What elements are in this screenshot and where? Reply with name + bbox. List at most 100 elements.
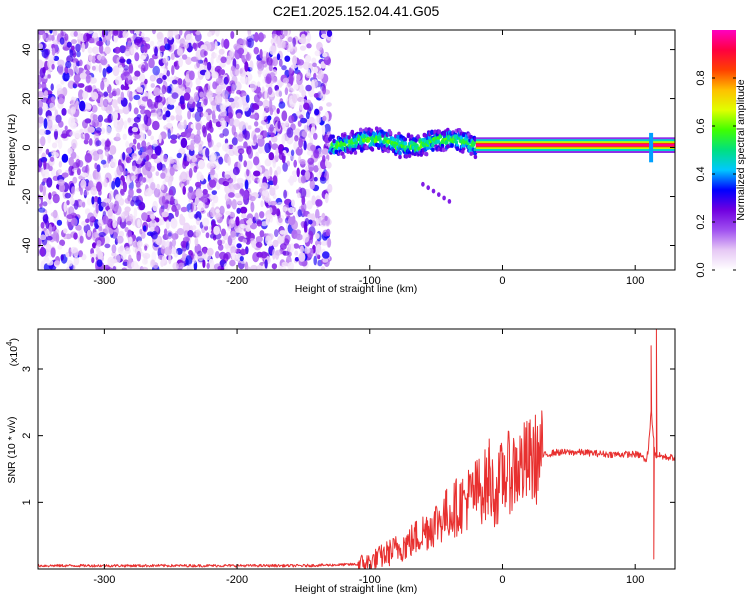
heatmap-cell	[196, 107, 204, 113]
heatmap-cell	[88, 138, 93, 146]
heatmap-cell	[82, 119, 88, 129]
heatmap-cell	[166, 122, 173, 129]
heatmap-cell	[179, 30, 183, 36]
heatmap-cell	[66, 41, 72, 48]
heatmap-cell	[137, 98, 142, 106]
heatmap-cell	[49, 156, 55, 162]
heatmap-cell	[320, 240, 328, 246]
heatmap-cell	[265, 235, 272, 245]
heatmap-cell	[133, 207, 138, 219]
heatmap-cell	[286, 127, 294, 138]
heatmap-cell	[276, 166, 282, 175]
snr-x-tick-label: 100	[626, 574, 644, 586]
snr-y-unit-base: (x10	[8, 346, 20, 367]
heatmap-cell	[216, 56, 221, 64]
heatmap-cell	[72, 176, 78, 184]
heatmap-cell	[171, 30, 179, 36]
heatmap-cell	[275, 89, 283, 97]
heatmap-cell	[431, 147, 435, 152]
heatmap-cell	[70, 122, 77, 130]
heatmap-cell	[339, 141, 344, 146]
heatmap-cell	[111, 244, 117, 254]
heatmap-cell	[269, 214, 274, 223]
heatmap-cell	[316, 41, 323, 51]
heatmap-cell	[311, 79, 315, 90]
heatmap-cell	[179, 215, 186, 226]
heatmap-cell	[299, 245, 305, 253]
heatmap-cell	[93, 195, 98, 203]
heatmap-cell	[207, 31, 212, 37]
heatmap-cell	[421, 181, 425, 187]
heatmap-cell	[180, 137, 188, 149]
heatmap-cell	[229, 259, 236, 267]
heatmap-cell	[259, 230, 265, 238]
heatmap-cell	[324, 215, 328, 221]
heatmap-cell	[122, 85, 130, 91]
heatmap-cell	[229, 212, 235, 218]
heatmap-cell	[240, 248, 247, 256]
heatmap-cell	[210, 151, 217, 162]
heatmap-cell	[283, 189, 287, 199]
heatmap-cell	[117, 216, 122, 225]
heatmap-cell	[115, 132, 121, 141]
heatmap-cell	[42, 169, 49, 175]
heatmap-cell	[288, 67, 292, 77]
heatmap-cell	[237, 47, 245, 55]
heatmap-cell	[392, 137, 397, 143]
heatmap-cell	[198, 255, 204, 262]
heatmap-cell	[353, 150, 358, 155]
heatmap-cell	[313, 72, 317, 80]
heatmap-cell	[73, 61, 77, 72]
heatmap-cell	[312, 62, 317, 68]
heatmap-cell	[44, 104, 48, 109]
heatmap-cell	[444, 140, 449, 145]
heatmap-cell	[136, 188, 142, 194]
heatmap-cell	[294, 257, 299, 262]
heatmap-cell	[300, 117, 308, 124]
heatmap-cell	[216, 182, 221, 190]
heatmap-cell	[267, 115, 272, 121]
heatmap-cell	[272, 175, 278, 186]
heatmap-cell	[298, 101, 304, 111]
heatmap-cell	[269, 45, 277, 56]
heatmap-cell	[251, 240, 258, 249]
heatmap-cell	[132, 76, 139, 81]
heatmap-cell	[97, 219, 105, 227]
heatmap-cell	[48, 115, 56, 121]
heatmap-cell	[50, 83, 54, 91]
spectrogram-x-ticks: -300 -200 -100 0 100	[93, 30, 644, 287]
heatmap-cell	[131, 195, 140, 203]
heatmap-cell	[322, 115, 327, 122]
heatmap-cell	[305, 111, 310, 120]
heatmap-cell	[262, 189, 269, 197]
heatmap-cell	[134, 133, 141, 140]
heatmap-cell	[102, 67, 107, 78]
heatmap-cell	[149, 213, 156, 219]
heatmap-cell	[649, 132, 654, 163]
heatmap-cell	[297, 209, 302, 218]
heatmap-cell	[206, 61, 212, 71]
heatmap-cell	[178, 262, 185, 268]
heatmap-cell	[161, 211, 169, 218]
heatmap-cell	[287, 216, 296, 226]
heatmap-cell	[253, 46, 260, 55]
heatmap-cell	[278, 58, 283, 67]
heatmap-cell	[294, 135, 299, 142]
heatmap-cell	[240, 39, 247, 46]
heatmap-cell	[151, 259, 156, 266]
snr-y-unit-exponent: 4	[5, 341, 14, 346]
heatmap-cell	[91, 196, 95, 205]
heatmap-cell	[182, 160, 187, 170]
heatmap-cell	[79, 72, 87, 80]
heatmap-cell	[264, 158, 272, 167]
heatmap-cell	[238, 223, 244, 234]
heatmap-cell	[95, 170, 101, 181]
heatmap-cell	[140, 64, 146, 74]
heatmap-cell	[100, 80, 105, 91]
heatmap-cell	[326, 102, 332, 107]
heatmap-cell	[120, 190, 125, 196]
colorbar-ticks: 0.0 0.2 0.4 0.6 0.8	[695, 70, 736, 278]
heatmap-cell	[226, 74, 230, 83]
heatmap-cell	[289, 75, 294, 86]
